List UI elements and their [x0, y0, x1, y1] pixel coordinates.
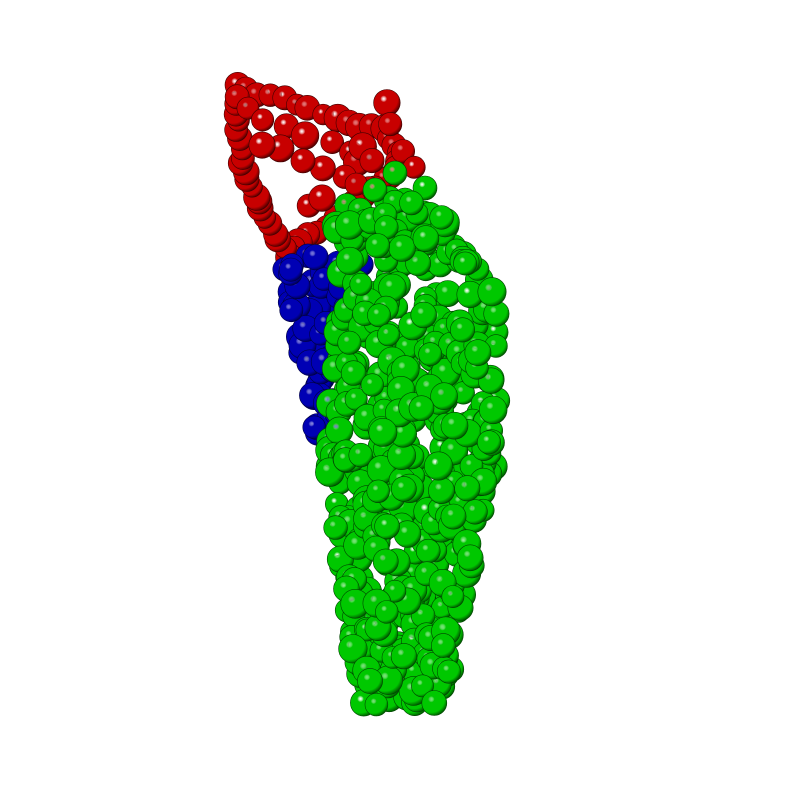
- atom-sphere-a-230: [388, 234, 416, 262]
- atom-sphere-a-235: [429, 205, 454, 230]
- atom-sphere-c-57: [320, 130, 345, 154]
- atom-sphere-a-500: [464, 339, 492, 367]
- atom-sphere-a-509: [462, 499, 488, 525]
- atom-sphere-a-480: [453, 251, 478, 276]
- chain-red-group: [223, 72, 426, 272]
- atom-sphere-a-378: [368, 417, 398, 447]
- atom-sphere-a-142: [360, 373, 384, 397]
- atom-sphere-a-436: [415, 538, 441, 564]
- atom-sphere-c-56: [291, 121, 320, 150]
- atom-sphere-b-62: [302, 244, 329, 271]
- atom-sphere-a-427: [338, 634, 368, 664]
- atom-sphere-a-519: [357, 668, 383, 694]
- atom-sphere-a-122: [340, 360, 367, 386]
- atom-sphere-b-52: [279, 298, 304, 323]
- atom-sphere-a-239: [337, 330, 362, 355]
- atom-sphere-c-66: [378, 112, 403, 137]
- atom-sphere-a-251: [377, 323, 400, 347]
- atom-sphere-a-92: [382, 160, 408, 186]
- atom-sphere-a-510: [440, 503, 467, 530]
- atom-sphere-a-524: [436, 659, 461, 684]
- atom-sphere-a-95: [362, 177, 388, 203]
- chain-green-group: [315, 160, 511, 717]
- atom-sphere-a-514: [364, 692, 389, 717]
- atom-sphere-a-192: [349, 272, 373, 296]
- atom-sphere-a-442: [449, 317, 475, 343]
- atom-sphere-a-506: [375, 600, 399, 624]
- atom-sphere-a-267: [348, 442, 373, 468]
- atom-sphere-a-233: [364, 233, 390, 259]
- atom-sphere-a-489: [423, 451, 453, 481]
- atom-sphere-a-522: [476, 430, 501, 455]
- atom-sphere-a-501: [372, 548, 399, 575]
- atom-sphere-a-513: [390, 643, 418, 670]
- atom-sphere-a-439: [374, 513, 400, 540]
- atom-sphere-a-443: [477, 277, 507, 307]
- atom-sphere-a-241: [367, 303, 391, 328]
- atom-sphere-c-67: [390, 139, 415, 164]
- atom-sphere-c-65: [373, 89, 401, 117]
- atom-sphere-a-423: [430, 382, 458, 411]
- atom-sphere-a-462: [440, 411, 469, 440]
- atom-sphere-a-412: [418, 342, 443, 367]
- atom-sphere-c-62: [290, 148, 316, 174]
- atom-sphere-a-516: [411, 674, 434, 698]
- atom-sphere-a-518: [441, 585, 465, 609]
- atom-sphere-a-234: [323, 515, 348, 540]
- atom-sphere-a-523: [421, 690, 448, 716]
- atom-sphere-a-515: [454, 475, 481, 502]
- atom-sphere-c-73: [308, 184, 336, 212]
- atom-sphere-a-471: [428, 477, 455, 505]
- atom-sphere-a-114: [335, 246, 364, 275]
- atom-sphere-a-319: [412, 225, 440, 252]
- atom-sphere-a-511: [479, 395, 508, 425]
- atom-sphere-a-525: [430, 633, 456, 658]
- atom-sphere-c-70: [359, 148, 385, 174]
- atom-sphere-a-424: [366, 479, 390, 503]
- atom-sphere-a-437: [408, 395, 435, 422]
- atom-sphere-a-349: [410, 301, 437, 329]
- atom-sphere-a-517: [456, 544, 484, 572]
- atom-sphere-c-64: [248, 131, 276, 159]
- atom-sphere-a-183: [399, 190, 424, 216]
- atom-sphere-c-54: [251, 108, 275, 132]
- atom-sphere-a-432: [391, 476, 417, 502]
- atom-sphere-b-63: [278, 257, 303, 282]
